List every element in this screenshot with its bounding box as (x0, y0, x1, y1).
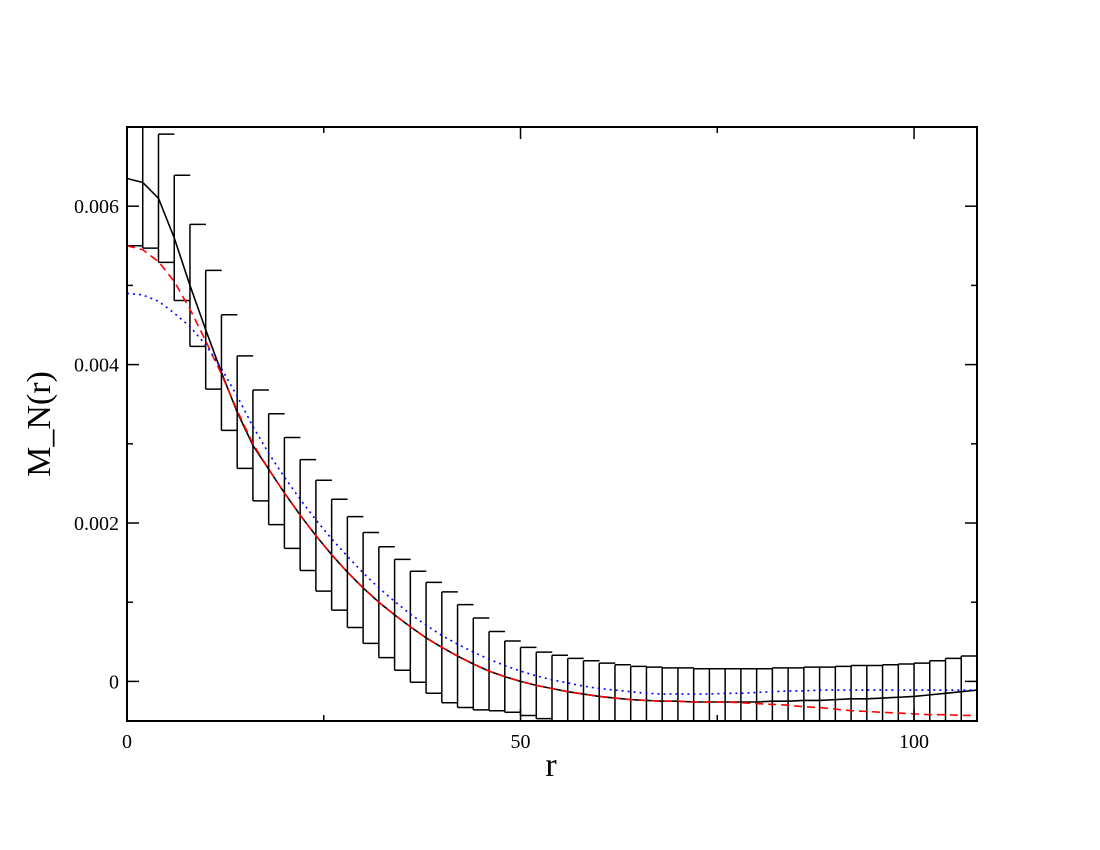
y-tick-label: 0.004 (74, 355, 119, 377)
y-tick-label: 0.002 (74, 513, 119, 535)
y-tick-label: 0.006 (74, 196, 119, 218)
x-tick-label: 100 (899, 731, 929, 753)
series-line (127, 245, 977, 717)
x-tick-label: 50 (511, 731, 531, 753)
y-tick-label: 0 (109, 671, 119, 693)
x-axis-label: r (545, 747, 557, 784)
plot-frame (126, 126, 978, 722)
series-line (127, 292, 977, 695)
y-axis-label: M_N(r) (21, 371, 58, 477)
x-tick-label: 0 (122, 731, 132, 753)
plot-area (127, 127, 977, 721)
